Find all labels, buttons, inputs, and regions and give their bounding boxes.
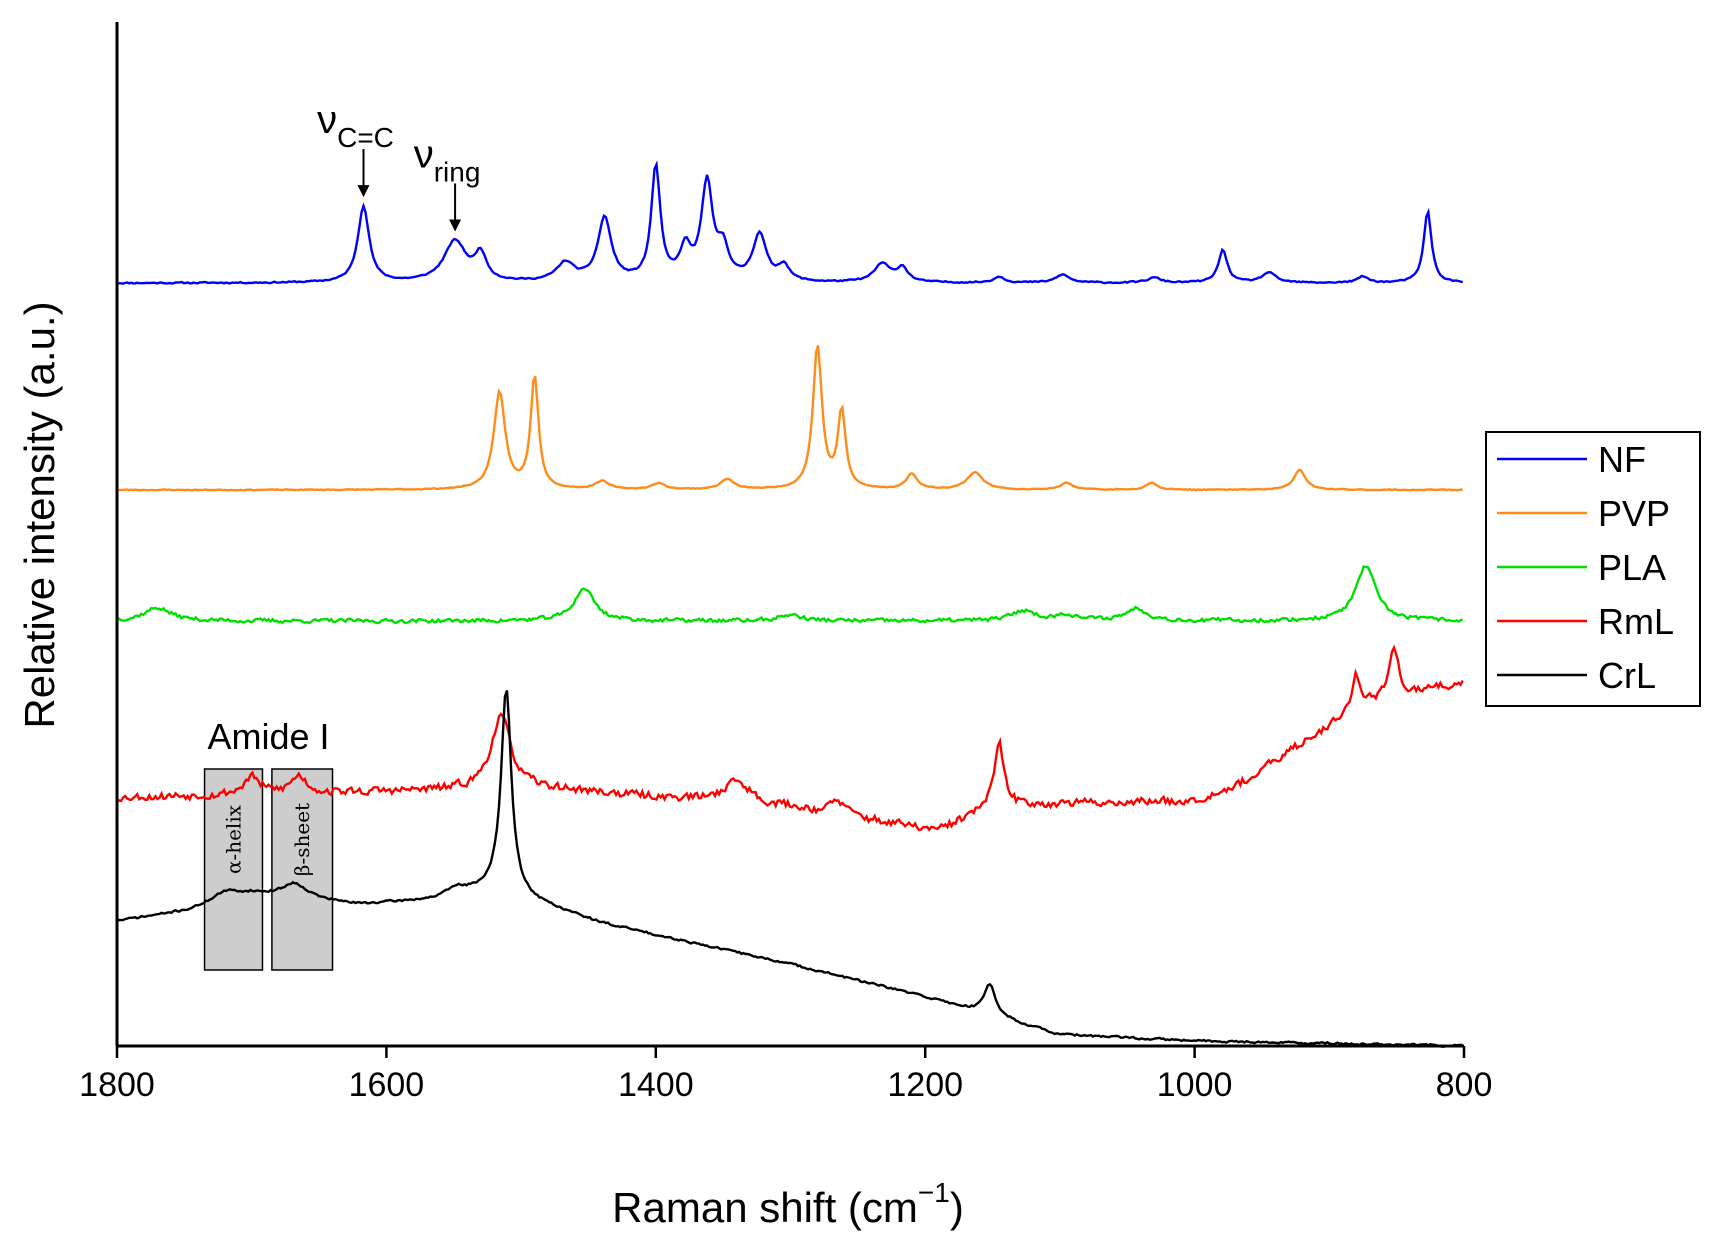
crl-spectrum — [116, 690, 1463, 1049]
nu-ring-label: νring — [414, 132, 481, 187]
beta-sheet-box — [271, 768, 334, 971]
nu-ring-arrowhead — [449, 219, 462, 232]
legend-entry-crl: CrL — [1497, 655, 1656, 696]
beta-sheet-label: β-sheet — [290, 803, 314, 876]
nf-spectrum — [117, 160, 1464, 285]
legend-label-pvp: PVP — [1598, 493, 1670, 534]
x-tick-label: 1600 — [349, 1066, 425, 1104]
nu-cc-annotation: νC=C — [317, 98, 394, 198]
legend-label-rml: RmL — [1598, 601, 1674, 642]
legend-label-crl: CrL — [1598, 655, 1656, 696]
amide-i-region: Amide I α-helix β-sheet — [203, 716, 334, 971]
x-tick-label: 800 — [1436, 1066, 1493, 1104]
legend-entry-rml: RmL — [1497, 601, 1674, 642]
legend-label-pla: PLA — [1598, 547, 1666, 588]
legend: NF PVP PLA RmL CrL — [1485, 431, 1701, 707]
spectrum-traces — [116, 160, 1464, 1049]
pvp-spectrum — [117, 345, 1463, 492]
alpha-helix-box — [203, 768, 264, 971]
axes: 1800 1600 1400 1200 1000 800 Raman shift… — [16, 22, 1492, 1231]
legend-entry-pla: PLA — [1497, 547, 1666, 588]
alpha-helix-label: α-helix — [222, 804, 246, 874]
nu-cc-arrowhead — [357, 185, 370, 198]
beta-sheet-band: β-sheet — [271, 768, 334, 971]
x-tick-label: 1800 — [79, 1066, 155, 1104]
nu-ring-annotation: νring — [414, 132, 481, 232]
rml-spectrum — [116, 644, 1464, 832]
y-axis-title: Relative intensity (a.u.) — [16, 301, 63, 728]
nu-cc-label: νC=C — [317, 98, 394, 153]
amide-i-label: Amide I — [208, 716, 330, 757]
legend-frame — [1485, 431, 1701, 707]
pla-spectrum — [116, 565, 1464, 625]
legend-entry-pvp: PVP — [1497, 493, 1670, 534]
x-tick-label: 1200 — [887, 1066, 963, 1104]
x-tick-label: 1000 — [1157, 1066, 1233, 1104]
x-axis-ticks: 1800 1600 1400 1200 1000 800 — [79, 1046, 1492, 1104]
x-tick-label: 1400 — [618, 1066, 694, 1104]
legend-entry-nf: NF — [1497, 439, 1646, 480]
x-axis-title: Raman shift (cm−1) — [612, 1177, 964, 1231]
alpha-helix-band: α-helix — [203, 768, 264, 971]
legend-label-nf: NF — [1598, 439, 1646, 480]
